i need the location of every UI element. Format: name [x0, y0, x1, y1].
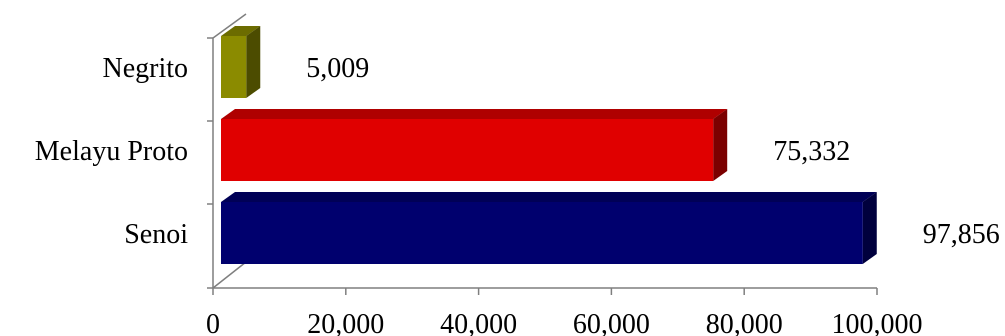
- x-tick-label: 80,000: [706, 309, 783, 336]
- bar-side-face: [862, 192, 877, 264]
- x-tick-label: 60,000: [573, 309, 650, 336]
- x-tick-label: 100,000: [832, 309, 923, 336]
- data-label: 75,332: [773, 136, 850, 167]
- category-label: Negrito: [102, 53, 188, 84]
- x-tick-label: 40,000: [440, 309, 517, 336]
- bar-top-face: [221, 26, 261, 36]
- data-label: 97,856: [923, 219, 1000, 250]
- floor-depth-line: [212, 261, 247, 289]
- bar-negrito: [221, 36, 247, 98]
- bar-top-face: [221, 109, 728, 119]
- x-tick-label: 20,000: [307, 309, 384, 336]
- bar-side-face: [246, 26, 261, 98]
- bar-melayu-proto: [221, 119, 714, 181]
- bar-senoi: [221, 202, 863, 264]
- x-tick-label: 0: [206, 309, 220, 336]
- bar-top-face: [221, 192, 877, 202]
- bar-side-face: [713, 109, 728, 181]
- data-label: 5,009: [306, 53, 369, 84]
- category-label: Senoi: [124, 219, 188, 250]
- category-label: Melayu Proto: [35, 136, 188, 167]
